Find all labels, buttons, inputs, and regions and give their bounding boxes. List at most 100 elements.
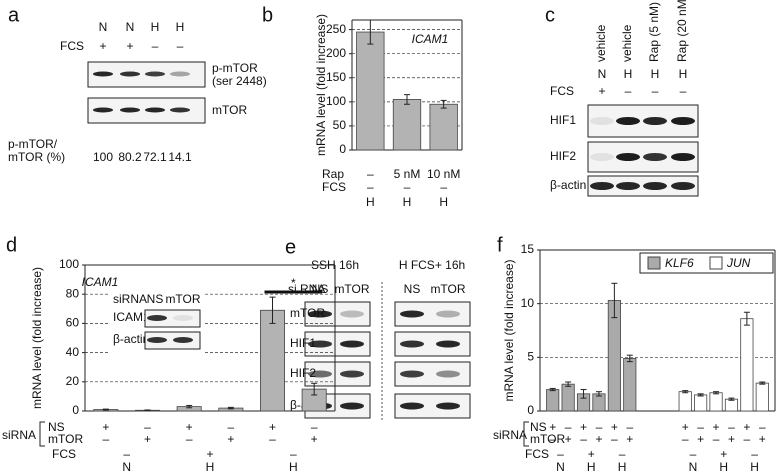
ratio-label: p-mTOR/: [8, 137, 58, 151]
lane-label: mTOR: [430, 282, 465, 296]
condition: –: [713, 432, 720, 446]
lane-label: Rap (5 nM): [647, 2, 661, 62]
condition: +: [759, 432, 766, 446]
condition: –: [557, 447, 564, 461]
blot-label: HIF2: [550, 149, 576, 163]
condition: –: [728, 420, 735, 434]
condition: H: [366, 195, 375, 209]
blot-band: [590, 153, 614, 161]
condition: –: [697, 420, 704, 434]
error-bar: [565, 381, 572, 387]
legend-swatch: [709, 256, 723, 270]
condition: +: [186, 420, 193, 434]
blot-band: [400, 370, 424, 378]
chart-title: ICAM1: [412, 32, 449, 46]
error-bar: [102, 408, 109, 411]
inset-label: siRNA: [113, 292, 147, 306]
blot-label: mTOR: [290, 306, 325, 320]
y-tick-label: 100: [326, 94, 346, 108]
error-bar: [227, 406, 234, 410]
row-label: Rap: [322, 167, 344, 181]
row-group-label: siRNA: [2, 428, 36, 442]
row-label: NS: [48, 420, 65, 434]
error-bar: [728, 397, 735, 401]
bracket: [523, 421, 529, 447]
row-label: FCS: [322, 180, 346, 194]
blot-label: ICAM1: [113, 310, 150, 324]
blot-band: [173, 337, 193, 343]
y-tick-label: 200: [326, 46, 346, 60]
row-label: FCS: [525, 447, 549, 461]
y-tick-label: 5: [527, 350, 534, 364]
blot-band: [308, 310, 332, 318]
condition: –: [144, 420, 151, 434]
error-bar: [144, 409, 151, 412]
condition: +: [227, 432, 234, 446]
blot-band: [170, 107, 190, 113]
error-bar: [626, 354, 633, 363]
blot-band: [173, 315, 193, 321]
y-tick-label: 10: [521, 296, 535, 310]
condition: +: [713, 420, 720, 434]
condition: –: [626, 420, 633, 434]
blot-label: HIF1: [290, 336, 316, 350]
blot-band: [590, 117, 614, 125]
blot-band: [590, 182, 614, 190]
y-tick-label: 0: [72, 403, 79, 417]
blot-band: [340, 402, 364, 410]
y-tick-label: 40: [66, 345, 80, 359]
y-axis-label: mRNA level (fold increase): [30, 267, 44, 409]
panel-label: c: [545, 4, 555, 26]
y-tick-label: 20: [66, 374, 80, 388]
y-tick-label: 100: [59, 257, 79, 271]
row-label: mTOR: [48, 432, 83, 446]
error-bar: [697, 393, 704, 397]
lane-label: vehicle: [594, 24, 608, 62]
ratio-value: 72.1: [143, 150, 167, 164]
condition: –: [404, 180, 411, 194]
blot-band: [671, 182, 695, 190]
blot-label: HIF2: [290, 366, 316, 380]
bracket: [39, 421, 45, 447]
condition: +: [549, 420, 556, 434]
lane-label: mTOR: [334, 282, 369, 296]
lane-value: –: [625, 84, 632, 98]
error-bar: [580, 389, 587, 399]
bar: [724, 398, 739, 412]
condition: +: [626, 432, 633, 446]
bar: [260, 309, 285, 412]
blot-band: [400, 402, 424, 410]
condition: –: [611, 432, 618, 446]
blot-band: [643, 153, 667, 161]
condition: H: [750, 460, 759, 474]
panel-label: f: [497, 234, 503, 256]
condition: –: [186, 432, 193, 446]
panel-label: a: [8, 4, 20, 26]
error-bar: [186, 404, 193, 409]
y-tick-label: 60: [66, 316, 80, 330]
blot-band: [145, 71, 165, 77]
legend-swatch: [647, 256, 661, 270]
blot-band: [308, 370, 332, 378]
condition: +: [682, 420, 689, 434]
lane-label: H: [679, 67, 688, 81]
condition: +: [720, 447, 727, 461]
condition: +: [206, 447, 213, 461]
condition: –: [565, 420, 572, 434]
blot-band: [616, 182, 640, 190]
bar: [356, 31, 385, 151]
blot-band: [145, 107, 165, 113]
condition: –: [102, 432, 109, 446]
condition: –: [367, 167, 374, 181]
condition: –: [751, 447, 758, 461]
condition: H: [719, 460, 728, 474]
error-bar: [404, 94, 410, 105]
y-tick-label: 0: [527, 403, 534, 417]
condition: –: [440, 180, 447, 194]
ratio-label: mTOR (%): [8, 150, 65, 164]
panel-label: b: [262, 4, 273, 26]
condition: N: [122, 460, 131, 474]
blot-frame: [144, 309, 201, 328]
condition: +: [588, 447, 595, 461]
